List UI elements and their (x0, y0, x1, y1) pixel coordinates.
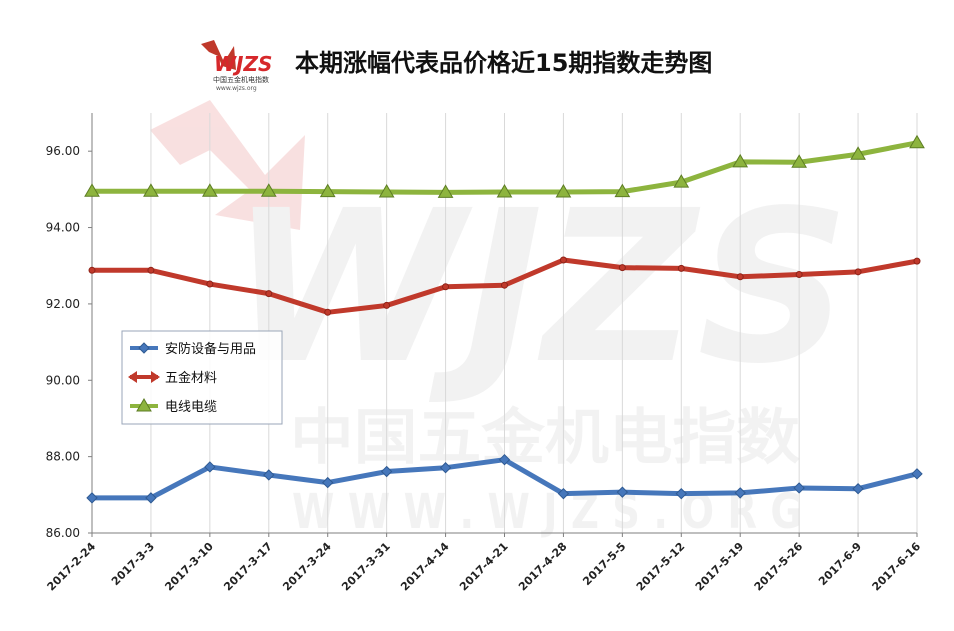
x-tick-label: 2017-5-12 (634, 540, 688, 594)
logo-text: WJZS (214, 52, 272, 76)
data-point (673, 174, 690, 188)
legend-label: 安防设备与用品 (165, 341, 256, 357)
x-tick-label: 2017-4-14 (398, 540, 452, 594)
y-tick-label: 92.00 (46, 297, 80, 311)
data-point (439, 462, 452, 474)
data-point (913, 257, 921, 265)
x-tick-label: 2017-5-19 (693, 540, 747, 594)
series-layer (84, 134, 925, 504)
data-point (618, 264, 626, 272)
data-point (795, 271, 803, 279)
data-point (501, 281, 508, 289)
data-point (322, 476, 334, 489)
watermark-logo-text: WJZS (230, 165, 850, 410)
data-point (86, 492, 98, 504)
series-1 (86, 453, 923, 504)
x-tick-label: 2017-3-17 (221, 540, 275, 594)
data-point (383, 301, 391, 309)
y-tick-label: 86.00 (46, 526, 80, 540)
data-point (616, 486, 629, 498)
x-axis-ticks: 2017-2-24 2017-3-3 2017-3-10 2017-3-17 2017-… (45, 533, 924, 594)
data-point (260, 183, 277, 197)
data-point (147, 266, 155, 274)
logo-subtitle: 中国五金机电指数 (213, 75, 269, 84)
series-2 (88, 256, 921, 316)
data-point (909, 134, 925, 149)
legend-item: 五金材料 (128, 370, 217, 386)
watermark-text-cn: 中国五金机电指数 (290, 403, 800, 473)
legend-marker (128, 371, 137, 383)
data-point (84, 183, 100, 197)
x-tick-label: 2017-3-31 (339, 540, 393, 594)
x-tick-label: 2017-2-24 (45, 540, 99, 594)
data-point (324, 308, 332, 316)
legend-item: 电线电缆 (130, 398, 217, 415)
data-point (614, 183, 631, 198)
data-point (206, 280, 214, 288)
data-point (496, 184, 513, 198)
legend-label: 电线电缆 (165, 399, 217, 415)
x-tick-label: 2017-5-5 (580, 540, 628, 588)
data-point (319, 183, 336, 198)
data-point (263, 469, 275, 481)
data-point (852, 483, 864, 495)
data-point (437, 184, 454, 198)
data-point (559, 256, 567, 264)
data-point (854, 268, 862, 276)
logo: WJZS 中国五金机电指数 www.wjzs.org (201, 40, 272, 92)
y-axis-ticks: 86.00 88.00 90.00 92.00 94.00 96.00 (46, 144, 92, 540)
data-point (498, 453, 511, 466)
data-point (793, 482, 805, 494)
data-point (380, 465, 393, 478)
legend-marker (138, 342, 150, 354)
data-point (734, 487, 746, 499)
data-point (88, 266, 96, 274)
data-point (791, 154, 808, 168)
logo-url: www.wjzs.org (216, 85, 257, 92)
chart-title: 本期涨幅代表品价格近15期指数走势图 (295, 49, 712, 77)
x-tick-label: 2017-4-28 (516, 540, 570, 594)
data-point (145, 492, 157, 504)
data-point (677, 264, 685, 272)
y-tick-label: 96.00 (46, 144, 80, 158)
x-tick-label: 2017-5-26 (752, 540, 806, 594)
series-3 (84, 134, 925, 198)
legend-marker (151, 371, 160, 383)
data-point (850, 146, 866, 160)
watermark-logo-arrow (150, 100, 305, 230)
y-tick-label: 88.00 (46, 450, 80, 464)
logo-arrow-icon (201, 40, 236, 70)
data-point (378, 184, 395, 198)
data-point (732, 153, 749, 168)
data-point (442, 283, 450, 291)
x-tick-label: 2017-3-10 (162, 540, 216, 594)
x-tick-label: 2017-3-24 (280, 540, 334, 594)
data-point (675, 487, 687, 500)
x-tick-label: 2017-6-9 (816, 540, 864, 588)
data-point (911, 468, 923, 480)
legend-label: 五金材料 (165, 370, 217, 386)
legend-item: 安防设备与用品 (130, 341, 256, 357)
data-point (201, 183, 218, 197)
x-tick-label: 2017-6-16 (870, 540, 924, 594)
x-tick-label: 2017-3-3 (109, 540, 157, 588)
data-point (265, 290, 273, 298)
watermark: WJZS 中国五金机电指数 W W W . W J Z S . O R G (150, 100, 850, 540)
y-tick-label: 90.00 (46, 373, 80, 387)
legend-marker (136, 398, 152, 412)
data-point (143, 183, 159, 197)
data-point (555, 184, 572, 198)
y-tick-label: 94.00 (46, 221, 80, 235)
data-point (736, 273, 744, 281)
x-tick-label: 2017-4-21 (457, 540, 511, 594)
data-point (557, 487, 570, 500)
data-point (204, 461, 216, 473)
